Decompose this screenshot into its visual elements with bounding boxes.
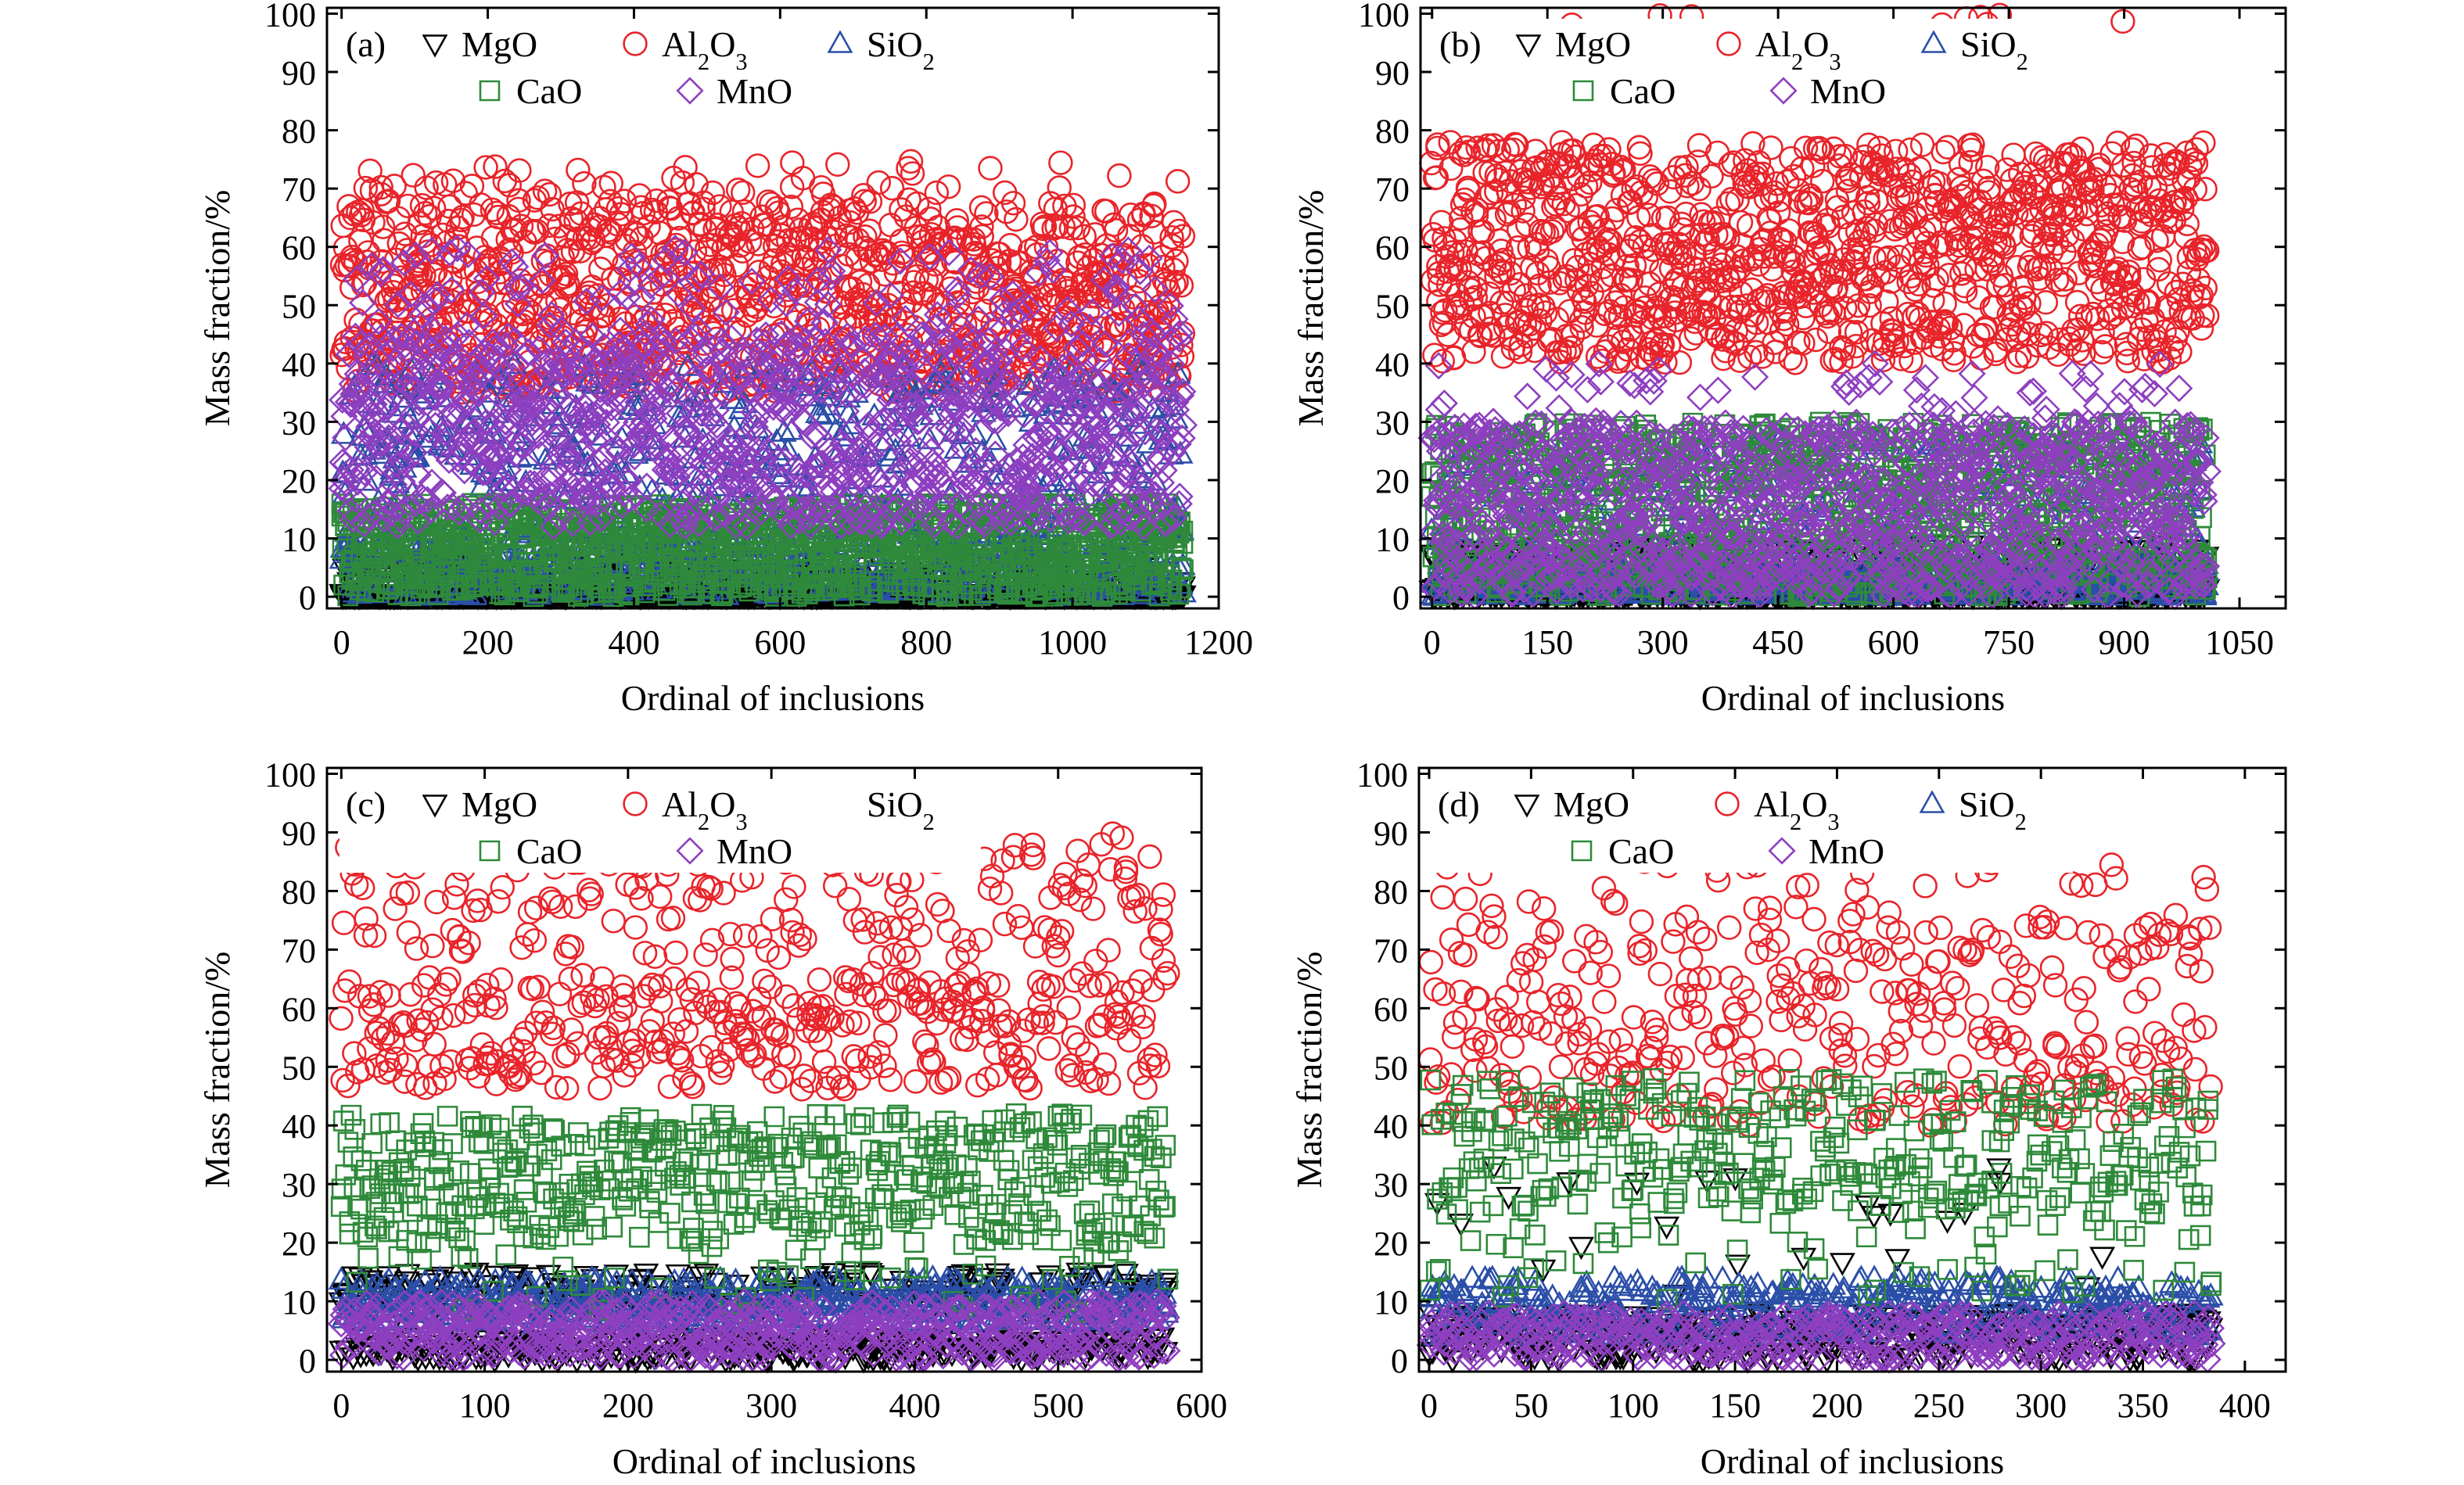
data-point (395, 193, 421, 219)
data-point (566, 157, 591, 183)
data-point (974, 201, 999, 226)
data-point (372, 228, 397, 253)
data-point (355, 240, 381, 265)
data-point (508, 213, 534, 239)
data-point (370, 214, 396, 239)
plot-area (328, 149, 1198, 611)
data-point (368, 181, 393, 206)
data-point (483, 154, 508, 179)
data-point (506, 196, 531, 222)
data-point (421, 195, 447, 221)
data-point (579, 230, 604, 256)
data-point (1165, 169, 1191, 194)
data-point (598, 170, 623, 195)
data-point (553, 261, 579, 287)
data-point (889, 197, 914, 222)
data-point (430, 222, 455, 247)
data-point (1164, 249, 1189, 274)
data-point (780, 150, 805, 175)
data-point (825, 152, 850, 178)
data-point (453, 181, 478, 206)
data-point (411, 263, 436, 288)
data-point (339, 275, 365, 300)
data-point (1107, 163, 1132, 188)
data-point (400, 163, 426, 188)
data-point (745, 153, 770, 178)
data-point (338, 205, 363, 231)
data-point (450, 204, 475, 230)
data-point (368, 174, 393, 200)
data-point (1048, 150, 1073, 175)
data-point (473, 155, 498, 180)
data-point (866, 170, 892, 195)
data-point (480, 197, 505, 222)
data-point (382, 174, 407, 199)
data-point (978, 156, 1003, 181)
data-point (537, 181, 562, 207)
data-point (566, 226, 591, 251)
data-point (572, 170, 597, 196)
data-point (469, 192, 494, 217)
data-point (507, 158, 532, 183)
data-point (440, 168, 466, 193)
data-point (423, 170, 449, 195)
data-point (506, 188, 531, 213)
data-point (598, 220, 623, 245)
data-point (605, 212, 630, 237)
data-point (879, 176, 905, 201)
